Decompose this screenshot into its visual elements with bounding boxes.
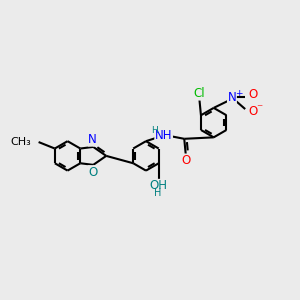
- Text: H: H: [151, 126, 158, 135]
- Text: O: O: [88, 166, 97, 179]
- Text: N: N: [88, 133, 97, 146]
- Text: Cl: Cl: [194, 87, 205, 100]
- Text: CH₃: CH₃: [11, 137, 31, 147]
- Text: O: O: [248, 88, 257, 101]
- Text: ⁻: ⁻: [256, 103, 262, 116]
- Text: N: N: [228, 91, 236, 104]
- Text: NH: NH: [155, 129, 172, 142]
- Text: +: +: [235, 89, 242, 98]
- Text: O: O: [248, 105, 257, 118]
- Text: O: O: [181, 154, 190, 167]
- Text: H: H: [154, 188, 162, 198]
- Text: OH: OH: [149, 179, 167, 192]
